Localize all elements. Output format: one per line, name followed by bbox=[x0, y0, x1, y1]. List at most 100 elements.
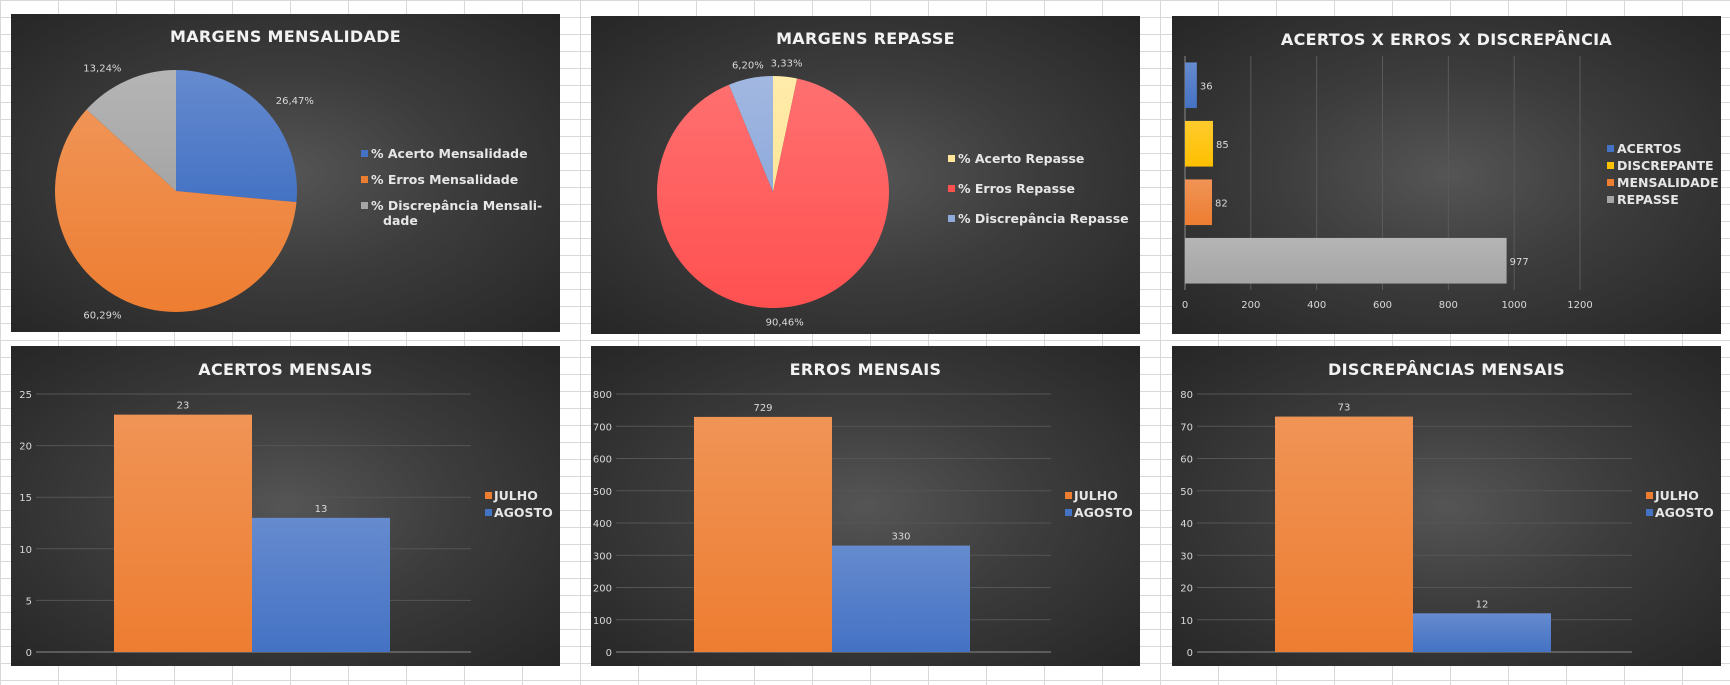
bar-data-label: 36 bbox=[1200, 81, 1213, 92]
bar-chart-acertos: ACERTOS MENSAIS 0 5 10 15 20 25 23 JULHO 13 AGOSTO bbox=[19, 360, 553, 659]
x-tick-label: 0 bbox=[1182, 300, 1188, 311]
bar-agosto bbox=[252, 517, 390, 652]
bar-data-label: 12 bbox=[1476, 599, 1489, 610]
y-tick-label: 50 bbox=[1180, 487, 1193, 498]
legend-swatch bbox=[1646, 492, 1653, 499]
bar-repasse bbox=[1185, 237, 1507, 284]
y-tick-label: 25 bbox=[19, 390, 32, 401]
y-tick-label: 5 bbox=[26, 596, 32, 607]
legend-label-julho: JULHO bbox=[493, 488, 538, 503]
bar-data-label: 13 bbox=[315, 504, 328, 515]
y-tick-label: 800 bbox=[593, 390, 612, 401]
hbar-chart-comparativo: ACERTOS X ERROS X DISCREPÂNCIA 0 200 400 600… bbox=[1182, 30, 1719, 311]
chart-title: ACERTOS X ERROS X DISCREPÂNCIA bbox=[1281, 30, 1613, 49]
chart-title: ERROS MENSAIS bbox=[790, 360, 942, 379]
y-tick-label: 20 bbox=[19, 442, 32, 453]
bar-data-label: 85 bbox=[1216, 140, 1229, 151]
pie-data-label: 90,46% bbox=[766, 317, 804, 328]
legend-swatch bbox=[1607, 145, 1614, 152]
x-tick-label: 1000 bbox=[1501, 300, 1526, 311]
bar-data-label: 977 bbox=[1510, 257, 1529, 268]
legend-label-repasse: REPASSE bbox=[1617, 192, 1679, 207]
y-tick-label: 500 bbox=[593, 487, 612, 498]
pie-data-label: 6,20% bbox=[732, 60, 764, 71]
y-tick-label: 10 bbox=[19, 545, 32, 556]
bar-discrepante bbox=[1185, 120, 1213, 167]
legend-label-agosto: AGOSTO bbox=[494, 505, 553, 520]
y-tick-label: 15 bbox=[19, 493, 32, 504]
x-tick-label: 400 bbox=[1307, 300, 1326, 311]
legend-swatch bbox=[948, 185, 955, 192]
legend-label-discrepancia-repasse: % Discrepância Repasse bbox=[958, 211, 1129, 226]
legend-swatch bbox=[1607, 162, 1614, 169]
y-tick-label: 0 bbox=[26, 648, 32, 659]
bar-agosto bbox=[1413, 613, 1551, 652]
y-tick-label: 10 bbox=[1180, 616, 1193, 627]
pie-slice-acerto-repasse bbox=[773, 76, 798, 192]
legend-label-discrepancia-mensali-dade: % Discrepância Mensali-dade bbox=[371, 198, 542, 228]
legend-label-acerto-repasse: % Acerto Repasse bbox=[958, 151, 1084, 166]
y-tick-label: 300 bbox=[593, 551, 612, 562]
y-tick-label: 70 bbox=[1180, 422, 1193, 433]
pie-slice-erros-repasse bbox=[657, 78, 889, 308]
chart-title: MARGENS REPASSE bbox=[776, 29, 955, 48]
legend-swatch bbox=[361, 150, 368, 157]
y-tick-label: 100 bbox=[593, 616, 612, 627]
pie-chart-mensalidade: MARGENS MENSALIDADE 26,47% 60,29% 13,24% % A… bbox=[54, 27, 542, 322]
legend-label-julho: JULHO bbox=[1073, 488, 1118, 503]
legend-swatch bbox=[361, 176, 368, 183]
y-tick-label: 200 bbox=[593, 584, 612, 595]
x-tick-label: 200 bbox=[1241, 300, 1260, 311]
chart-title: DISCREPÂNCIAS MENSAIS bbox=[1328, 360, 1565, 379]
y-tick-label: 80 bbox=[1180, 390, 1193, 401]
legend-label-discrepante: DISCREPANTE bbox=[1617, 158, 1714, 173]
y-tick-label: 40 bbox=[1180, 519, 1193, 530]
legend-swatch bbox=[1607, 179, 1614, 186]
bar-data-label: 82 bbox=[1215, 198, 1228, 209]
legend-swatch bbox=[361, 202, 368, 209]
y-tick-label: 60 bbox=[1180, 455, 1193, 466]
chart-discrepancias-mensais[interactable]: DISCREPÂNCIAS MENSAIS 0 10 20 30 40 50 60 70 80 73… bbox=[1172, 346, 1721, 666]
x-tick-label: 1200 bbox=[1567, 300, 1592, 311]
bar-agosto bbox=[832, 545, 970, 652]
x-tick-label: 800 bbox=[1439, 300, 1458, 311]
chart-margens-repasse[interactable]: MARGENS REPASSE 3,33% 90,46% 6,20% % Acerto … bbox=[591, 16, 1140, 334]
y-tick-label: 30 bbox=[1180, 551, 1193, 562]
pie-slice-discrepancia-mensali-dade bbox=[86, 70, 176, 191]
legend-swatch bbox=[485, 492, 492, 499]
legend-swatch bbox=[1065, 492, 1072, 499]
y-tick-label: 700 bbox=[593, 422, 612, 433]
chart-acertos-erros-discrepancia[interactable]: ACERTOS X ERROS X DISCREPÂNCIA 0 200 400 600… bbox=[1172, 16, 1721, 334]
chart-acertos-mensais[interactable]: ACERTOS MENSAIS 0 5 10 15 20 25 23 JULHO 13 AGOSTO bbox=[11, 346, 560, 666]
pie-data-label: 3,33% bbox=[771, 59, 803, 70]
bar-data-label: 23 bbox=[177, 401, 190, 412]
legend-label-agosto: AGOSTO bbox=[1655, 505, 1714, 520]
bar-chart-erros: ERROS MENSAIS 0 100 200 300 400 500 600 700 800 72… bbox=[593, 360, 1133, 659]
pie-chart-repasse: MARGENS REPASSE 3,33% 90,46% 6,20% % Acerto … bbox=[657, 29, 1129, 328]
y-tick-label: 0 bbox=[606, 648, 612, 659]
y-tick-label: 20 bbox=[1180, 584, 1193, 595]
chart-margens-mensalidade[interactable]: MARGENS MENSALIDADE 26,47% 60,29% 13,24% % A… bbox=[11, 14, 560, 332]
legend-label-julho: JULHO bbox=[1654, 488, 1699, 503]
legend-swatch bbox=[948, 215, 955, 222]
pie-data-label: 13,24% bbox=[83, 64, 121, 75]
bar-julho bbox=[694, 416, 832, 652]
legend-label-acerto-mensalidade: % Acerto Mensalidade bbox=[371, 146, 528, 161]
bar-data-label: 729 bbox=[753, 403, 772, 414]
bar-mensalidade bbox=[1185, 179, 1212, 226]
bar-acertos bbox=[1185, 62, 1197, 109]
legend-label-acertos: ACERTOS bbox=[1617, 141, 1682, 156]
pie-data-label: 26,47% bbox=[276, 96, 314, 107]
legend-label-erros-mensalidade: % Erros Mensalidade bbox=[371, 172, 518, 187]
y-tick-label: 600 bbox=[593, 455, 612, 466]
legend-swatch bbox=[1607, 196, 1614, 203]
pie-slice-discrepancia-repasse bbox=[728, 76, 773, 192]
chart-erros-mensais[interactable]: ERROS MENSAIS 0 100 200 300 400 500 600 700 800 72… bbox=[591, 346, 1140, 666]
pie-slice-acerto-mensalidade bbox=[176, 70, 298, 203]
bar-data-label: 73 bbox=[1338, 403, 1351, 414]
legend-label-mensalidade: MENSALIDADE bbox=[1617, 175, 1719, 190]
bar-julho bbox=[1275, 416, 1413, 652]
y-tick-label: 0 bbox=[1187, 648, 1193, 659]
legend-swatch bbox=[1065, 509, 1072, 516]
pie-slice-erros-mensalidade bbox=[54, 109, 297, 312]
